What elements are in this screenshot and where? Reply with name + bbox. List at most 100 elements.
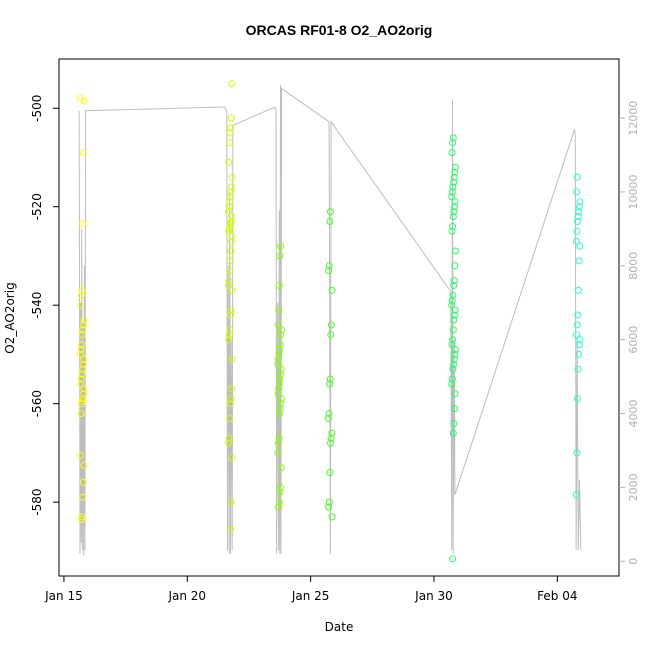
data-point xyxy=(228,232,236,240)
data-point xyxy=(572,491,580,499)
y-axis-label: O2_AO2orig xyxy=(3,282,17,353)
data-point xyxy=(450,355,458,363)
data-point xyxy=(576,198,584,206)
data-point xyxy=(450,277,458,285)
x-axis-label: Date xyxy=(325,620,354,634)
data-point xyxy=(325,503,333,511)
y2-tick-label: 0 xyxy=(627,558,640,565)
data-point xyxy=(277,464,285,472)
data-point xyxy=(451,198,459,206)
data-point xyxy=(78,400,86,408)
data-point xyxy=(450,419,458,427)
data-point xyxy=(326,380,334,388)
data-point xyxy=(326,469,334,477)
plot-frame xyxy=(58,58,620,577)
data-point xyxy=(225,434,233,442)
data-point xyxy=(226,198,234,206)
data-point xyxy=(78,286,86,294)
data-point xyxy=(327,434,335,442)
data-point xyxy=(228,173,236,181)
data-point xyxy=(227,498,235,506)
data-point xyxy=(449,213,457,221)
data-point xyxy=(226,257,234,265)
data-point xyxy=(79,365,87,373)
data-point xyxy=(80,97,88,105)
data-point xyxy=(327,208,334,216)
data-point xyxy=(80,355,88,363)
data-point xyxy=(228,80,236,88)
x-tick-label: Jan 15 xyxy=(44,589,83,603)
data-point xyxy=(448,149,456,157)
data-point xyxy=(228,454,236,462)
data-point xyxy=(274,355,282,363)
data-point xyxy=(225,158,233,166)
data-point xyxy=(225,439,232,447)
data-point xyxy=(228,286,236,294)
data-point xyxy=(450,208,458,216)
y2-tick-label: 2000 xyxy=(627,473,640,501)
data-point xyxy=(449,139,457,147)
x-tick-label: Jan 20 xyxy=(167,589,206,603)
data-point xyxy=(276,488,284,496)
data-point xyxy=(451,247,459,255)
data-point xyxy=(225,282,232,289)
data-point xyxy=(451,350,459,358)
data-point xyxy=(225,336,233,344)
data-point xyxy=(77,375,85,383)
data-point xyxy=(449,365,457,373)
data-point xyxy=(276,410,284,417)
data-point xyxy=(325,498,333,506)
data-point xyxy=(274,390,282,398)
data-points xyxy=(76,80,584,563)
data-point xyxy=(574,286,582,294)
data-point xyxy=(327,331,335,339)
data-point xyxy=(451,203,458,211)
data-point xyxy=(228,213,236,221)
data-point xyxy=(80,321,87,329)
data-point xyxy=(274,439,282,447)
data-point xyxy=(451,390,459,398)
data-point xyxy=(450,173,458,181)
data-point xyxy=(451,306,459,314)
data-point xyxy=(326,218,334,225)
data-point xyxy=(451,163,459,171)
data-point xyxy=(327,321,335,329)
data-point xyxy=(276,346,284,353)
data-point xyxy=(275,350,283,358)
data-point xyxy=(327,439,334,447)
x-axis: Jan 15 Jan 20 Jan 25 Jan 30 Feb 04 xyxy=(44,575,577,603)
data-point xyxy=(275,503,283,511)
data-point xyxy=(225,203,233,211)
data-point xyxy=(77,346,85,353)
data-point xyxy=(276,405,284,413)
data-point xyxy=(275,498,283,506)
altitude-track xyxy=(78,84,582,556)
data-point xyxy=(77,301,85,309)
data-point xyxy=(448,227,456,235)
y-tick-label: -520 xyxy=(30,193,44,220)
data-point xyxy=(274,321,282,329)
data-point xyxy=(575,350,583,358)
data-point xyxy=(278,395,285,403)
data-point xyxy=(573,227,581,235)
data-point xyxy=(79,360,87,368)
data-point xyxy=(276,252,284,260)
data-point xyxy=(226,414,234,422)
altitude-line xyxy=(78,84,582,556)
data-point xyxy=(78,341,86,349)
x-tick-label: Feb 04 xyxy=(537,589,577,603)
data-point xyxy=(451,311,458,319)
data-point xyxy=(450,316,458,324)
data-point xyxy=(79,149,87,157)
data-point xyxy=(79,493,87,501)
data-point xyxy=(225,208,232,216)
data-point xyxy=(77,380,85,388)
data-point xyxy=(575,208,583,216)
data-point xyxy=(227,247,235,255)
data-point xyxy=(277,365,285,373)
data-point xyxy=(573,321,581,329)
y2-tick-label: 10000 xyxy=(627,174,640,209)
data-point xyxy=(450,178,458,186)
data-point xyxy=(227,306,235,314)
